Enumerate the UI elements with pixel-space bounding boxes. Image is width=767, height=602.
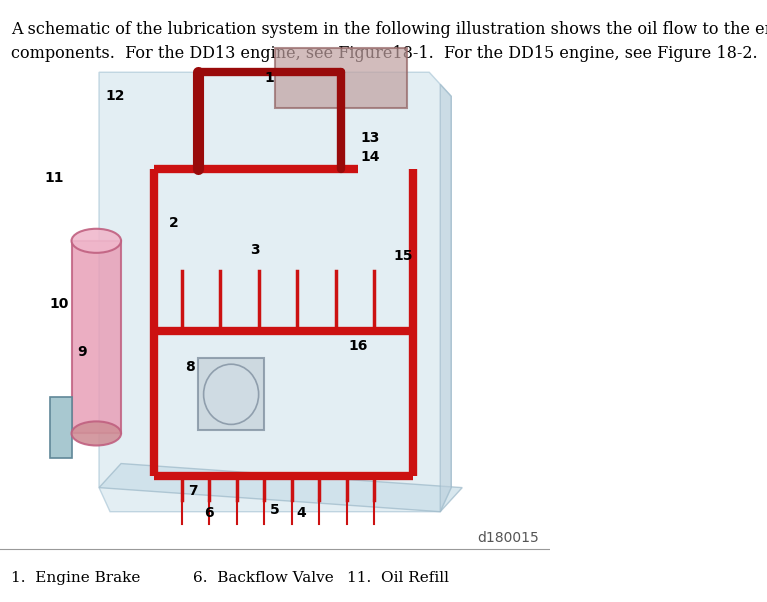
- Text: 6.  Backflow Valve: 6. Backflow Valve: [193, 571, 334, 585]
- Text: 2: 2: [169, 216, 178, 230]
- Text: 7: 7: [188, 483, 197, 498]
- Ellipse shape: [203, 364, 258, 424]
- Text: 15: 15: [393, 249, 413, 263]
- Polygon shape: [99, 464, 463, 512]
- Polygon shape: [71, 241, 121, 433]
- Text: 14: 14: [360, 149, 380, 164]
- Text: 5: 5: [270, 503, 280, 517]
- Text: 10: 10: [50, 297, 69, 311]
- Text: 3: 3: [250, 243, 259, 257]
- Text: 9: 9: [77, 345, 87, 359]
- Text: A schematic of the lubrication system in the following illustration shows the oi: A schematic of the lubrication system in…: [11, 21, 767, 61]
- Text: 13: 13: [360, 131, 380, 146]
- Text: 12: 12: [106, 89, 125, 104]
- Text: d180015: d180015: [478, 531, 539, 545]
- Text: 11: 11: [44, 170, 64, 185]
- Bar: [198, 358, 264, 430]
- Ellipse shape: [71, 421, 121, 445]
- Polygon shape: [440, 84, 451, 512]
- Text: 11.  Oil Refill: 11. Oil Refill: [347, 571, 449, 585]
- Text: 8: 8: [185, 360, 195, 374]
- Text: 4: 4: [297, 506, 307, 520]
- Text: 1: 1: [265, 71, 275, 85]
- Text: 1.  Engine Brake: 1. Engine Brake: [11, 571, 140, 585]
- Bar: [50, 397, 71, 458]
- Text: 6: 6: [204, 506, 214, 520]
- Text: 16: 16: [348, 339, 368, 353]
- Polygon shape: [275, 48, 407, 108]
- Ellipse shape: [71, 229, 121, 253]
- Polygon shape: [99, 72, 451, 512]
